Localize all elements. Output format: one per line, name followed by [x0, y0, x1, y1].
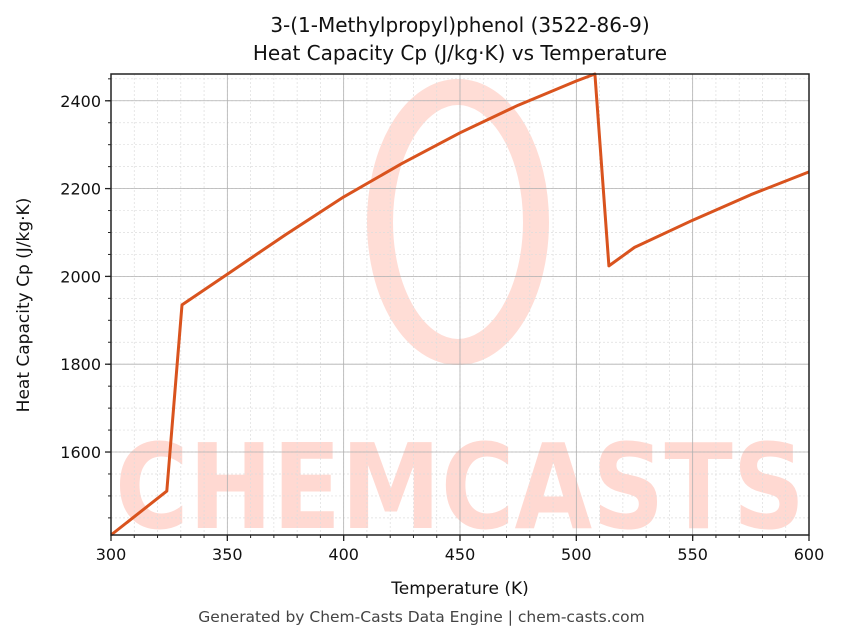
footer-credit: Generated by Chem-Casts Data Engine | ch… [198, 608, 645, 626]
data-series-line [110, 72, 810, 537]
x-tick-label: 500 [561, 545, 592, 564]
chart-title-line2: Heat Capacity Cp (J/kg·K) vs Temperature [252, 41, 668, 65]
x-tick-label: 400 [328, 545, 359, 564]
x-axis-label: Temperature (K) [390, 579, 529, 599]
chart-title-line1: 3-(1-Methylpropyl)phenol (3522-86-9) [270, 13, 650, 37]
x-tick-label: 600 [794, 545, 825, 564]
y-tick-label: 1800 [60, 355, 101, 374]
y-tick-label: 2200 [60, 180, 101, 199]
y-axis-ticks: 1600 1800 2000 2200 2400 [60, 78, 111, 519]
x-tick-label: 550 [677, 545, 708, 564]
y-tick-label: 1600 [60, 443, 101, 462]
x-axis-ticks: 300 350 400 450 500 550 600 [96, 535, 825, 564]
y-tick-label: 2400 [60, 92, 101, 111]
y-axis-label: Heat Capacity Cp (J/kg·K) [14, 198, 34, 413]
x-tick-label: 350 [212, 545, 243, 564]
y-tick-label: 2000 [60, 267, 101, 286]
x-tick-label: 300 [96, 545, 127, 564]
x-tick-label: 450 [445, 545, 476, 564]
